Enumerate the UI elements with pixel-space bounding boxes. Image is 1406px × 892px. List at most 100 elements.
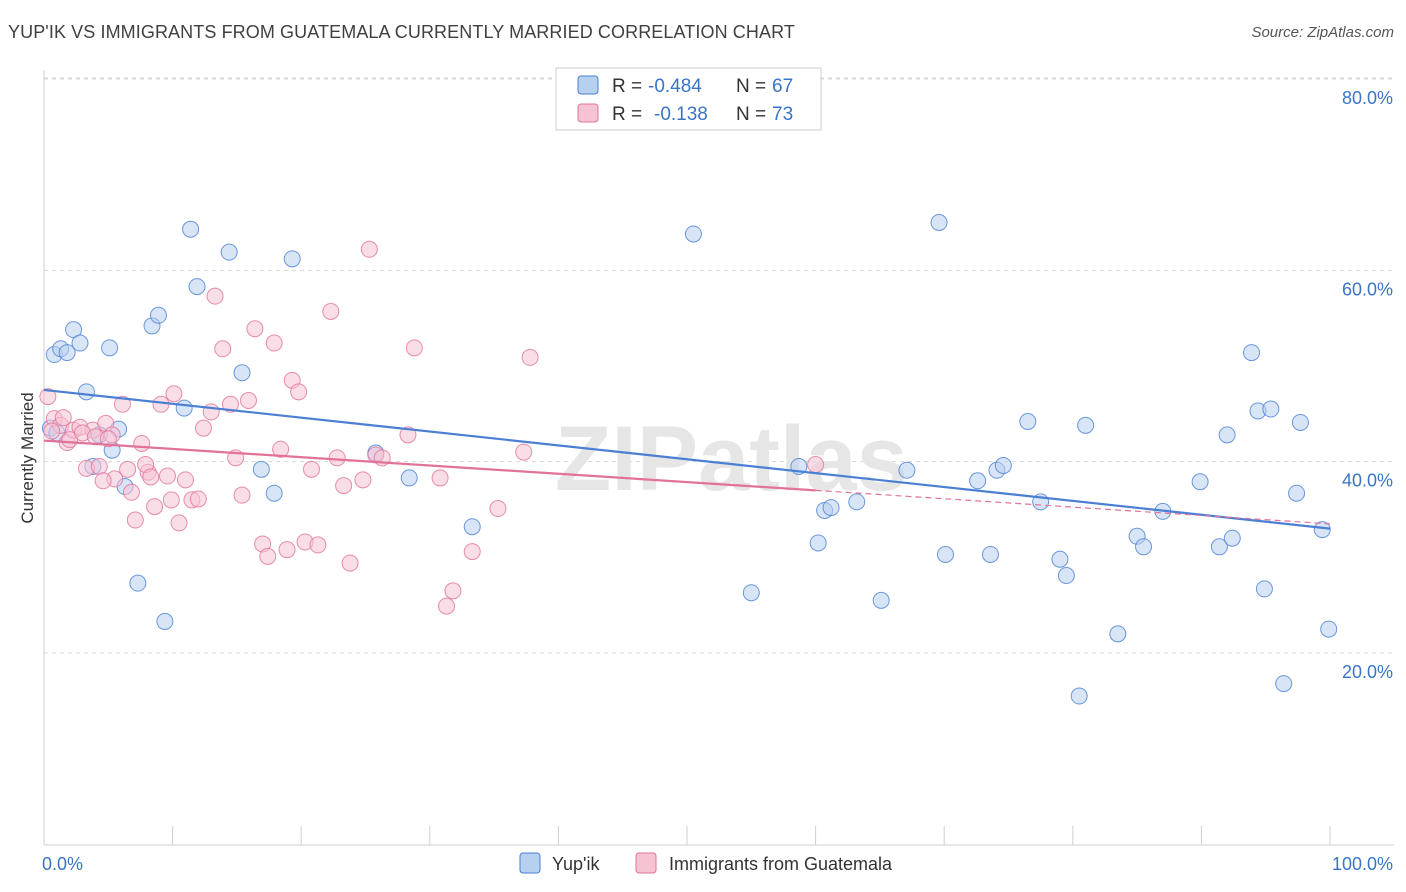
- yupik-point: [149, 306, 167, 324]
- guatemala-point: [142, 468, 160, 486]
- yupik-point: [101, 339, 119, 357]
- yupik-point: [1262, 400, 1280, 418]
- guatemala-point: [54, 409, 72, 427]
- yupik-point: [175, 399, 193, 417]
- guatemala-point: [176, 471, 194, 489]
- bottom-legend-swatch-guatemala: [635, 852, 657, 874]
- guatemala-point: [521, 348, 539, 366]
- y-tick-label: 80.0%: [1342, 88, 1393, 108]
- yupik-point: [1135, 538, 1153, 556]
- guatemala-point: [302, 460, 320, 478]
- yupik-point: [742, 584, 760, 602]
- guatemala-point: [99, 430, 117, 448]
- yupik-point: [156, 612, 174, 630]
- guatemala-point: [133, 434, 151, 452]
- guatemala-point: [515, 443, 533, 461]
- yupik-point: [684, 225, 702, 243]
- yupik-point: [1255, 580, 1273, 598]
- yupik-point: [265, 484, 283, 502]
- legend-box: R = -0.484 N = 67 R = -0.138 N = 73: [555, 67, 822, 131]
- guatemala-point: [807, 456, 825, 474]
- guatemala-point: [158, 467, 176, 485]
- yupik-point: [400, 469, 418, 487]
- x-tick-label: 100.0%: [1332, 854, 1393, 874]
- legend-n-value: 73: [772, 104, 793, 125]
- yupik-point: [822, 499, 840, 517]
- guatemala-point: [278, 541, 296, 559]
- guatemala-point: [290, 383, 308, 401]
- guatemala-point: [328, 449, 346, 467]
- guatemala-point: [126, 511, 144, 529]
- y-tick-label: 20.0%: [1342, 662, 1393, 682]
- yupik-point: [848, 493, 866, 511]
- guatemala-point: [165, 385, 183, 403]
- guatemala-point: [489, 500, 507, 518]
- guatemala-point: [189, 490, 207, 508]
- guatemala-point: [39, 388, 57, 406]
- guatemala-point: [214, 340, 232, 358]
- y-tick-label: 40.0%: [1342, 471, 1393, 491]
- legend-n-label: N =: [736, 104, 766, 125]
- guatemala-point: [194, 419, 212, 437]
- yupik-point: [1243, 344, 1261, 362]
- chart-title: YUP'IK VS IMMIGRANTS FROM GUATEMALA CURR…: [8, 22, 795, 42]
- guatemala-point: [360, 240, 378, 258]
- yupik-point: [809, 534, 827, 552]
- guatemala-point: [444, 582, 462, 600]
- guatemala-point: [113, 395, 131, 413]
- yupik-point: [220, 243, 238, 261]
- yupik-point: [1313, 521, 1331, 539]
- yupik-point: [129, 574, 147, 592]
- legend-swatch-guatemala: [577, 103, 599, 123]
- yupik-point: [77, 383, 95, 401]
- yupik-point: [463, 518, 481, 536]
- yupik-point: [981, 545, 999, 563]
- yupik-point: [872, 591, 890, 609]
- yupik-point: [936, 545, 954, 563]
- yupik-point: [252, 460, 270, 478]
- legend-r-value: -0.138: [654, 104, 708, 125]
- data-points: [39, 214, 1338, 705]
- source-label: Source: ZipAtlas.com: [1251, 24, 1394, 41]
- guatemala-point: [152, 395, 170, 413]
- yupik-point: [1077, 416, 1095, 434]
- trend-line: [43, 388, 1331, 530]
- x-tick-label: 0.0%: [42, 854, 83, 874]
- yupik-point: [58, 344, 76, 362]
- bottom-legend-swatch-yupik: [519, 852, 541, 874]
- guatemala-point: [246, 320, 264, 338]
- guatemala-point: [90, 457, 108, 475]
- trend-line-dashed: [815, 489, 1331, 525]
- guatemala-point: [122, 483, 140, 501]
- y-tick-label: 60.0%: [1342, 279, 1393, 299]
- guatemala-point: [43, 422, 61, 440]
- yupik-point: [1057, 567, 1075, 585]
- yupik-point: [1291, 413, 1309, 431]
- yupik-point: [1070, 687, 1088, 705]
- guatemala-point: [463, 543, 481, 561]
- yupik-point: [283, 250, 301, 268]
- legend-r-label: R =: [612, 76, 642, 97]
- guatemala-point: [170, 514, 188, 532]
- guatemala-point: [221, 395, 239, 413]
- guatemala-point: [259, 547, 277, 565]
- guatemala-point: [162, 491, 180, 509]
- guatemala-point: [239, 391, 257, 409]
- legend-r-label: R =: [612, 104, 642, 125]
- legend-swatch-yupik: [577, 75, 599, 95]
- guatemala-point: [206, 287, 224, 305]
- bottom-legend-label: Yup'ik: [552, 854, 600, 874]
- guatemala-point: [335, 477, 353, 495]
- yupik-point: [1218, 426, 1236, 444]
- guatemala-point: [119, 460, 137, 478]
- yupik-point: [1320, 620, 1338, 638]
- bottom-legend: Yup'ik Immigrants from Guatemala: [519, 852, 893, 874]
- legend-n-value: 67: [772, 76, 793, 97]
- trend-line: [43, 439, 816, 492]
- yupik-point: [969, 472, 987, 490]
- yupik-point: [188, 278, 206, 296]
- y-tick-labels: 20.0% 40.0% 60.0% 80.0%: [1342, 88, 1393, 682]
- x-tick-labels: 0.0% 100.0%: [42, 854, 1393, 874]
- trend-lines: [43, 388, 1331, 530]
